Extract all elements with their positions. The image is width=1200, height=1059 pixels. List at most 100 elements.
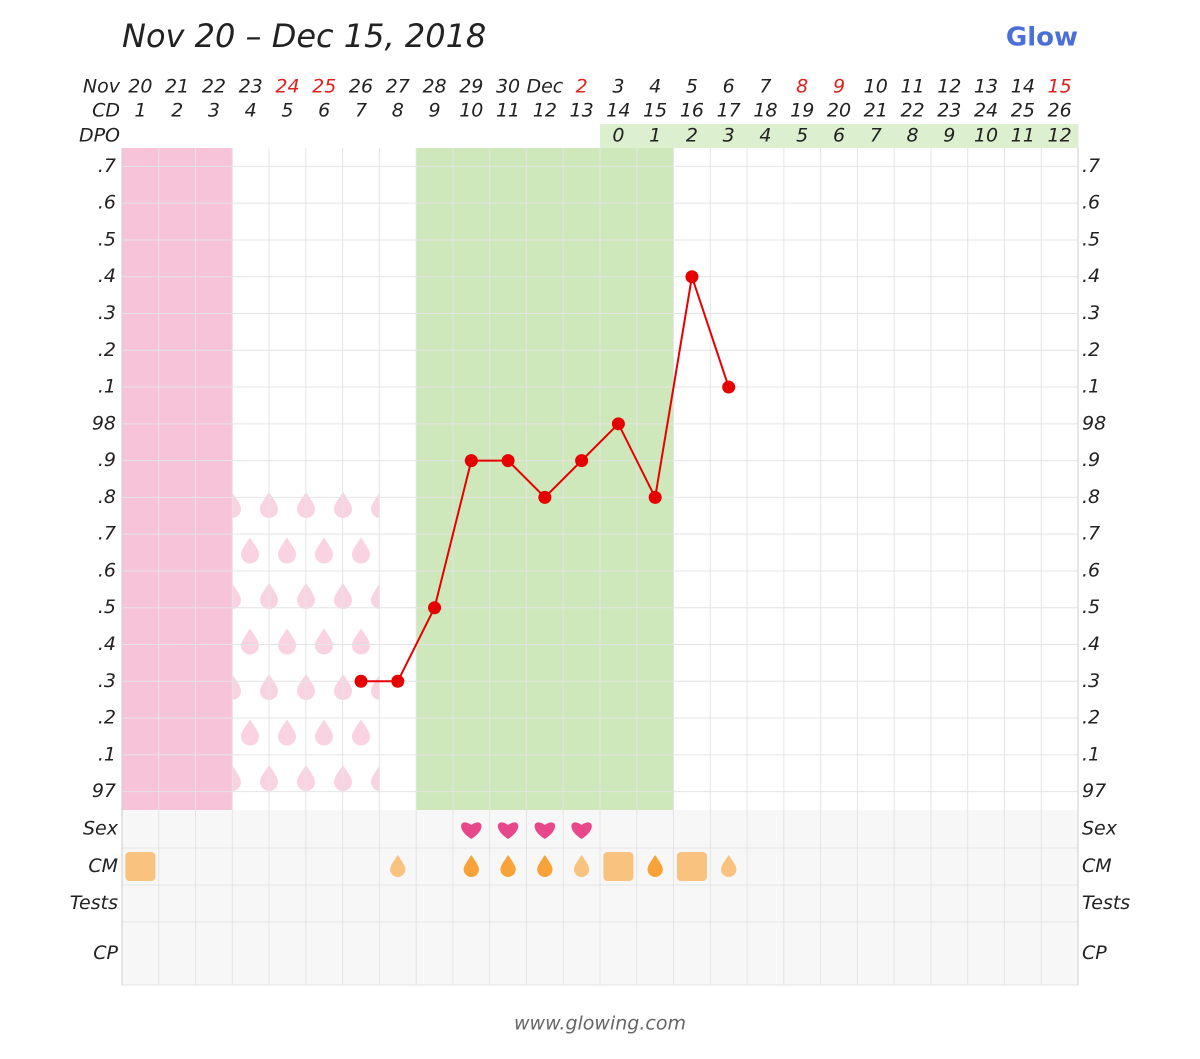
y-tick-label-right: .1: [1082, 376, 1100, 398]
y-tick-label-right: .5: [1082, 228, 1100, 250]
cd-label: 9: [428, 100, 440, 122]
dpo-label: 8: [906, 125, 918, 147]
date-label: 2: [576, 76, 588, 98]
dpo-cell: [894, 124, 932, 148]
cd-label: 11: [496, 100, 520, 122]
cm-square: [676, 852, 707, 881]
spot-drop: [232, 765, 241, 791]
y-tick-label-right: .3: [1082, 670, 1100, 692]
plot: [354, 270, 736, 688]
spot-drop: [232, 492, 241, 518]
spot-drop: [241, 537, 259, 564]
cm-square: [603, 852, 634, 881]
sex-icon: [534, 822, 556, 839]
temp-point: [501, 454, 515, 468]
spot-drop: [371, 584, 379, 609]
cm-drop: [463, 854, 479, 878]
temp-point: [538, 490, 552, 504]
dpo-label: 0: [612, 125, 624, 147]
spot-drop: [232, 583, 241, 609]
log-icons: [125, 822, 737, 881]
date-label: 14: [1011, 76, 1035, 98]
dpo-cell: [820, 124, 858, 148]
cd-label: 14: [606, 100, 630, 122]
dpo-cell: [930, 124, 969, 148]
y-tick-label: .5: [98, 228, 116, 250]
y-tick-label: .6: [98, 559, 116, 581]
dpo-row-label: DPO: [79, 125, 120, 147]
y-tick-label-right: 97: [1082, 780, 1106, 802]
dpo-label: 10: [974, 125, 998, 147]
spot-drop: [371, 766, 379, 791]
dpo-label: 6: [833, 125, 845, 147]
temp-point: [575, 454, 589, 468]
cd-label: 8: [392, 100, 404, 122]
dpo-label: 11: [1011, 125, 1035, 147]
sex-icon: [571, 822, 592, 839]
date-label: 15: [1048, 76, 1072, 98]
cd-label: 25: [1011, 100, 1035, 122]
grid: [121, 124, 1079, 986]
spot-drop: [371, 675, 379, 700]
dpo-label: 4: [759, 125, 771, 147]
y-tick-label: 97: [92, 780, 116, 802]
cm-drop: [537, 854, 553, 878]
dpo-cell: [857, 124, 895, 148]
cd-label: 2: [171, 100, 183, 122]
y-tick-label: .9: [98, 449, 116, 471]
y-tick-label: .1: [98, 743, 116, 765]
y-tick-label: .3: [98, 670, 116, 692]
cd-label: 15: [643, 100, 667, 122]
date-label: 26: [349, 76, 373, 98]
y-tick-label: .7: [98, 523, 116, 545]
temp-point: [611, 417, 625, 431]
brand: Glow: [1006, 23, 1078, 53]
date-label: 12: [937, 76, 961, 98]
row-label: Tests: [70, 892, 118, 914]
y-tick-label-right: .7: [1082, 523, 1100, 545]
y-tick-label: 98: [92, 412, 116, 434]
row-label-right: CP: [1082, 942, 1107, 964]
row-label: CM: [88, 855, 118, 877]
date-label: 30: [496, 76, 520, 98]
sex-icon: [497, 822, 519, 839]
spot-drop: [352, 719, 370, 746]
dpo-label: 2: [686, 125, 698, 147]
temp-point: [354, 674, 368, 688]
spot-drop: [241, 719, 259, 746]
dpo-cell: [710, 124, 748, 148]
cd-label: 4: [245, 100, 257, 122]
temp-point: [685, 270, 699, 284]
dpo-cell: [600, 124, 638, 148]
y-tick-label-right: .2: [1082, 707, 1100, 729]
y-tick-label-right: .5: [1082, 596, 1100, 618]
cd-label: 16: [680, 100, 704, 122]
spot-drop: [389, 538, 407, 564]
row-label-right: Tests: [1082, 892, 1130, 914]
date-label: 11: [900, 76, 924, 98]
y-tick-label: .2: [98, 339, 116, 361]
dpo-cell: [747, 124, 785, 148]
dpo-label: 12: [1048, 125, 1072, 147]
temp-point: [464, 454, 478, 468]
cd-label: 6: [318, 100, 330, 122]
date-label: 20: [128, 76, 152, 98]
date-row-label: Nov: [83, 76, 121, 98]
y-tick-label-right: 98: [1082, 412, 1106, 434]
y-tick-label-right: .7: [1082, 155, 1100, 177]
y-tick-label: .2: [98, 707, 116, 729]
cd-label: 1: [134, 100, 146, 122]
spot-drop: [278, 628, 296, 655]
spot-drop: [278, 537, 296, 564]
row-label-right: Sex: [1082, 818, 1118, 840]
chart-title: Nov 20 – Dec 15, 2018: [122, 17, 486, 55]
date-label: 4: [649, 76, 661, 98]
spot-drop: [278, 719, 296, 746]
date-label: 22: [202, 76, 226, 98]
row-label: Sex: [83, 818, 119, 840]
y-tick-label: .4: [98, 633, 116, 655]
spot-drop: [352, 537, 370, 564]
y-tick-label: .5: [98, 596, 116, 618]
date-label: 29: [459, 76, 483, 98]
